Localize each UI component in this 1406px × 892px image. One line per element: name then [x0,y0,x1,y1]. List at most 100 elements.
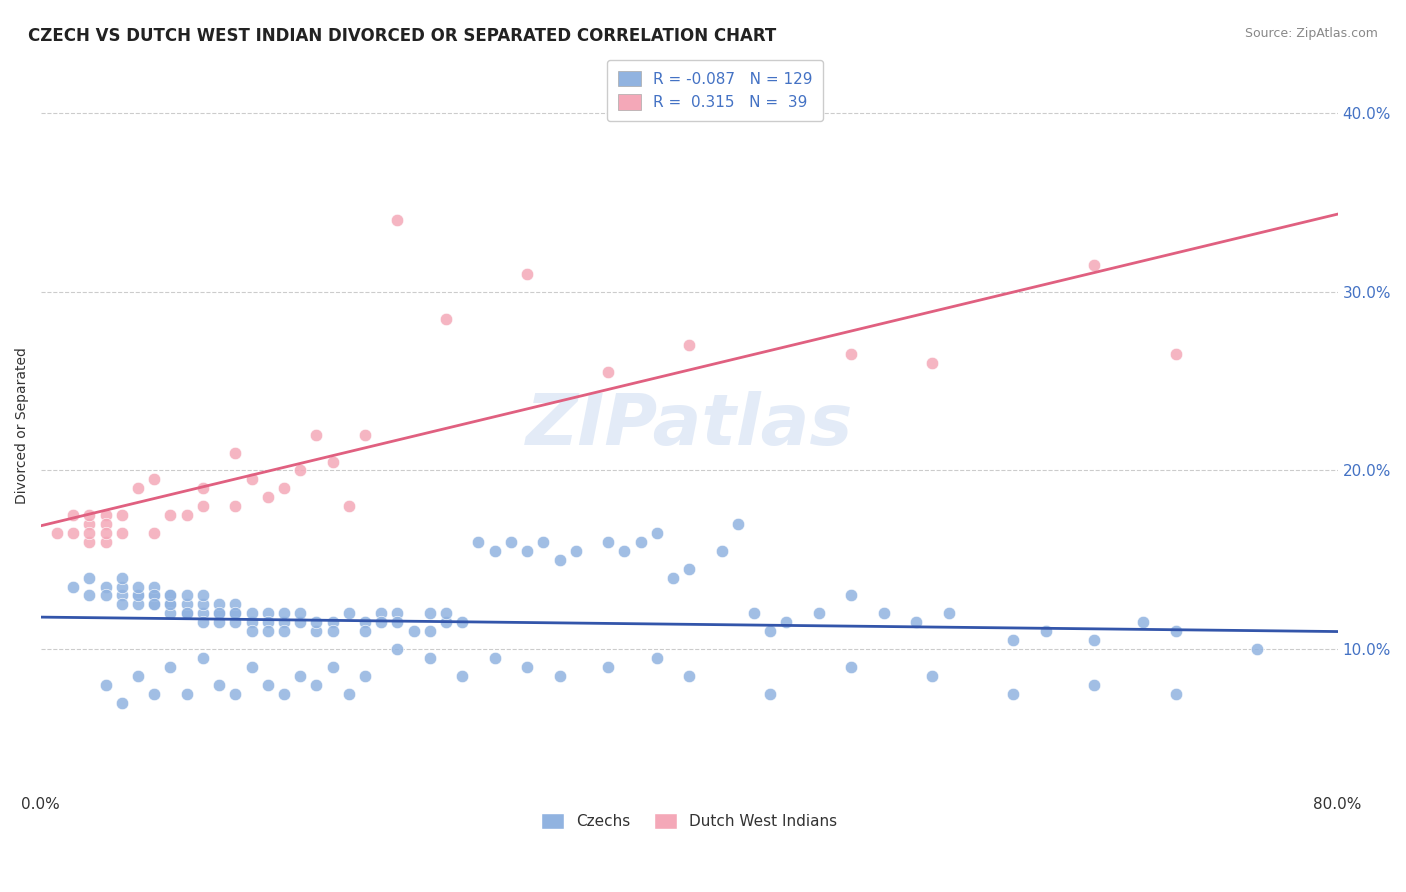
Point [94,534,117,549]
Point [370,615,392,630]
Point [305,427,328,442]
Point [434,615,457,630]
Point [208,598,231,612]
Point [273,624,295,639]
Point [775,615,797,630]
Point [516,267,538,281]
Point [839,660,862,674]
Point [240,472,263,486]
Point [387,642,409,657]
Point [322,615,344,630]
Point [727,516,749,531]
Point [127,481,149,495]
Point [111,696,134,710]
Point [191,615,214,630]
Point [322,454,344,468]
Point [305,624,328,639]
Point [208,607,231,621]
Point [143,598,166,612]
Point [224,687,246,701]
Point [46,525,69,540]
Point [111,571,134,585]
Point [94,525,117,540]
Point [191,499,214,513]
Point [598,660,620,674]
Point [484,544,506,558]
Point [79,508,101,522]
Point [1002,687,1025,701]
Point [387,615,409,630]
Point [224,607,246,621]
Point [288,607,311,621]
Point [387,213,409,227]
Point [159,598,181,612]
Point [159,589,181,603]
Point [434,311,457,326]
Point [176,687,198,701]
Point [337,499,360,513]
Point [1164,687,1187,701]
Point [240,607,263,621]
Point [370,607,392,621]
Point [208,615,231,630]
Point [1002,633,1025,648]
Point [256,624,278,639]
Point [1164,347,1187,361]
Point [159,607,181,621]
Point [354,615,377,630]
Point [143,598,166,612]
Point [598,534,620,549]
Point [419,624,441,639]
Point [759,687,782,701]
Point [240,660,263,674]
Point [839,589,862,603]
Text: ZIPatlas: ZIPatlas [526,392,853,460]
Point [191,481,214,495]
Point [273,607,295,621]
Point [94,589,117,603]
Point [662,571,685,585]
Point [143,525,166,540]
Point [159,598,181,612]
Point [127,580,149,594]
Point [79,525,101,540]
Point [111,580,134,594]
Point [434,607,457,621]
Point [322,624,344,639]
Point [62,525,84,540]
Point [111,525,134,540]
Point [645,525,668,540]
Point [127,598,149,612]
Point [873,607,896,621]
Point [143,589,166,603]
Point [354,624,377,639]
Point [159,660,181,674]
Point [451,669,474,683]
Point [176,508,198,522]
Point [921,356,943,370]
Point [564,544,586,558]
Point [678,338,700,352]
Point [176,607,198,621]
Point [191,651,214,665]
Point [256,615,278,630]
Point [143,472,166,486]
Point [288,463,311,477]
Point [224,598,246,612]
Point [176,589,198,603]
Point [176,598,198,612]
Text: Source: ZipAtlas.com: Source: ZipAtlas.com [1244,27,1378,40]
Point [499,534,522,549]
Point [905,615,928,630]
Point [79,516,101,531]
Point [1246,642,1268,657]
Point [62,508,84,522]
Point [127,589,149,603]
Point [839,347,862,361]
Point [240,615,263,630]
Point [484,651,506,665]
Point [1083,633,1105,648]
Point [322,660,344,674]
Point [127,669,149,683]
Text: CZECH VS DUTCH WEST INDIAN DIVORCED OR SEPARATED CORRELATION CHART: CZECH VS DUTCH WEST INDIAN DIVORCED OR S… [28,27,776,45]
